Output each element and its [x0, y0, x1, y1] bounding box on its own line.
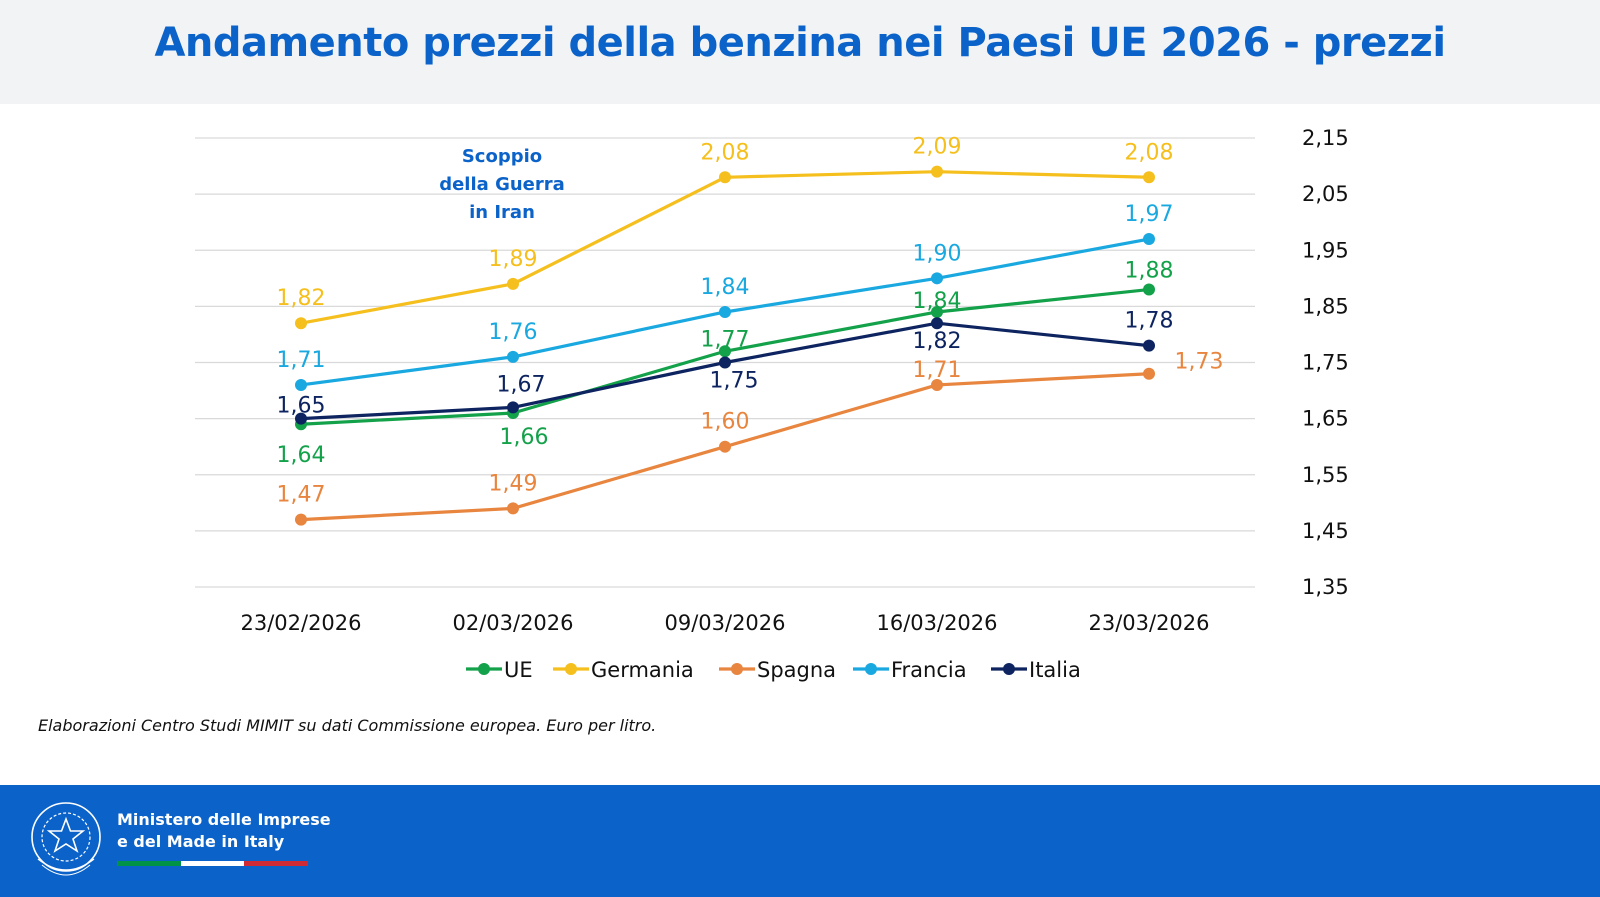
- legend-swatch-marker: [731, 663, 743, 675]
- data-point-germania: [507, 277, 519, 290]
- data-label-spagna: 1,71: [913, 358, 962, 383]
- data-point-germania: [1143, 171, 1155, 184]
- data-point-spagna: [1143, 367, 1155, 380]
- annotation-text: in Iran: [469, 202, 535, 223]
- data-label-francia: 1,90: [913, 241, 962, 266]
- data-label-italia: 1,65: [277, 394, 326, 419]
- data-point-spagna: [931, 378, 943, 391]
- data-point-italia: [507, 401, 519, 414]
- data-label-italia: 1,82: [913, 329, 962, 354]
- flag-red: [244, 861, 309, 866]
- data-point-ue: [719, 345, 731, 358]
- line-chart: 1,35 1,45 1,55 1,65 1,75 1,85 1,95 2,05 2,15 23/0…: [195, 126, 1349, 682]
- ministry-line-1: Ministero delle Imprese: [117, 810, 331, 829]
- source-note: Elaborazioni Centro Studi MIMIT su dati …: [38, 716, 657, 735]
- y-tick-label: 1,75: [1302, 351, 1349, 375]
- data-label-spagna: 1,73: [1175, 350, 1224, 375]
- data-label-germania: 2,08: [1125, 140, 1174, 165]
- x-tick-label: 23/02/2026: [240, 611, 361, 635]
- data-label-italia: 1,67: [497, 372, 546, 397]
- data-point-italia: [931, 317, 943, 330]
- data-label-germania: 1,89: [489, 247, 538, 272]
- header-band: Andamento prezzi della benzina nei Paesi…: [0, 0, 1600, 104]
- legend-label: Spagna: [757, 658, 836, 682]
- legend-label: UE: [504, 658, 533, 682]
- x-tick-label: 09/03/2026: [664, 611, 785, 635]
- ministry-line-2: e del Made in Italy: [117, 832, 285, 851]
- data-point-francia: [719, 305, 731, 318]
- data-label-francia: 1,84: [701, 275, 750, 300]
- annotation-text: della Guerra: [439, 174, 565, 195]
- y-tick-label: 1,55: [1302, 463, 1349, 487]
- data-label-germania: 2,09: [913, 135, 962, 160]
- y-tick-label: 1,95: [1302, 238, 1349, 262]
- data-label-germania: 1,82: [277, 286, 326, 311]
- data-point-francia: [1143, 233, 1155, 246]
- annotation-text: Scoppio: [462, 146, 542, 167]
- flag-green: [117, 861, 181, 866]
- data-point-spagna: [719, 440, 731, 453]
- legend-swatch-marker: [1003, 663, 1015, 675]
- data-point-italia: [1143, 339, 1155, 352]
- data-point-spagna: [295, 513, 307, 526]
- x-tick-label: 02/03/2026: [452, 611, 573, 635]
- ministry-name: Ministero delle Imprese e del Made in It…: [117, 809, 331, 853]
- data-label-ue: 1,77: [701, 327, 750, 352]
- data-label-italia: 1,75: [710, 369, 759, 394]
- legend-label: Germania: [591, 658, 694, 682]
- x-tick-label: 16/03/2026: [876, 611, 997, 635]
- data-point-germania: [931, 165, 943, 178]
- data-label-ue: 1,66: [500, 425, 549, 450]
- data-point-germania: [719, 171, 731, 184]
- data-label-spagna: 1,47: [277, 483, 326, 508]
- data-point-ue: [1143, 283, 1155, 296]
- page-title: Andamento prezzi della benzina nei Paesi…: [154, 20, 1446, 66]
- data-point-germania: [295, 317, 307, 330]
- data-label-ue: 1,88: [1125, 259, 1174, 284]
- data-point-ue: [931, 305, 943, 318]
- y-tick-label: 2,15: [1302, 126, 1349, 150]
- italian-flag-stripe: [117, 861, 309, 866]
- data-label-francia: 1,76: [489, 320, 538, 345]
- legend-swatch-marker: [478, 663, 490, 675]
- data-label-francia: 1,71: [277, 348, 326, 373]
- data-point-francia: [507, 350, 519, 363]
- data-point-francia: [295, 378, 307, 391]
- flag-white: [180, 861, 245, 866]
- data-point-italia: [295, 412, 307, 425]
- footer: Ministero delle Imprese e del Made in It…: [0, 785, 1600, 897]
- data-label-ue: 1,84: [913, 289, 962, 314]
- data-point-francia: [931, 272, 943, 285]
- data-label-italia: 1,78: [1125, 309, 1174, 334]
- y-tick-label: 1,85: [1302, 294, 1349, 318]
- x-tick-label: 23/03/2026: [1088, 611, 1209, 635]
- legend-swatch-marker: [565, 663, 577, 675]
- y-tick-label: 1,35: [1302, 575, 1349, 599]
- data-label-spagna: 1,60: [701, 410, 750, 435]
- data-label-spagna: 1,49: [489, 471, 538, 496]
- legend-swatch-marker: [865, 663, 877, 675]
- data-label-francia: 1,97: [1125, 202, 1174, 227]
- data-label-germania: 2,08: [701, 140, 750, 165]
- y-tick-label: 1,45: [1302, 519, 1349, 543]
- legend-label: Francia: [891, 658, 967, 682]
- data-label-ue: 1,64: [277, 443, 326, 468]
- y-tick-label: 2,05: [1302, 182, 1349, 206]
- data-point-spagna: [507, 502, 519, 515]
- emblem-icon: [31, 802, 101, 876]
- data-point-italia: [719, 356, 731, 369]
- legend-label: Italia: [1029, 658, 1081, 682]
- y-tick-label: 1,65: [1302, 407, 1349, 431]
